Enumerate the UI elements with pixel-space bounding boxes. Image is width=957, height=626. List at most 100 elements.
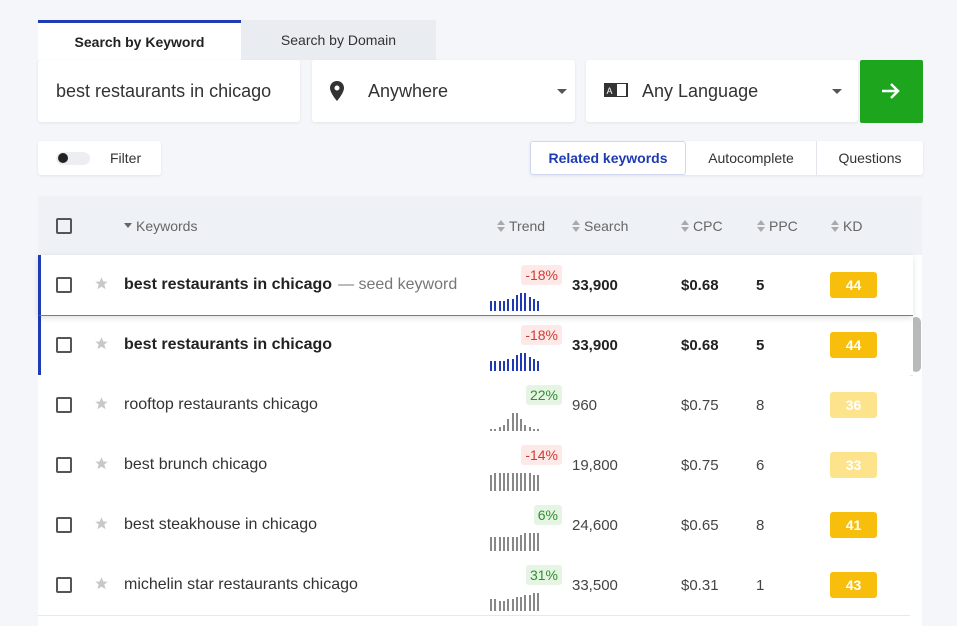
column-header[interactable]: KD bbox=[831, 196, 862, 255]
spark-bar bbox=[524, 473, 527, 491]
language-text: Any Language bbox=[642, 80, 759, 101]
row-checkbox[interactable] bbox=[56, 577, 72, 593]
keyword[interactable]: rooftop restaurants chicago bbox=[124, 396, 318, 413]
spark-bar bbox=[524, 533, 527, 551]
column-label: KD bbox=[843, 217, 863, 234]
spark-bar bbox=[502, 361, 505, 371]
scrollbar-thumb[interactable] bbox=[911, 317, 921, 372]
spark-bar bbox=[507, 473, 510, 491]
row-checkbox[interactable] bbox=[56, 337, 72, 353]
sparkline bbox=[490, 531, 542, 551]
spark-bar bbox=[537, 533, 540, 551]
keyword[interactable]: best restaurants in chicago bbox=[124, 336, 333, 353]
spark-bar bbox=[502, 473, 505, 491]
spark-bar bbox=[498, 601, 501, 611]
spark-bar bbox=[515, 473, 518, 491]
keyword-cell: best steakhouse in chicago bbox=[124, 495, 317, 555]
location-text: Anywhere bbox=[368, 80, 449, 101]
filter-toggle[interactable]: Filter bbox=[38, 141, 161, 175]
search-button[interactable] bbox=[860, 60, 923, 123]
star[interactable] bbox=[94, 336, 109, 356]
select-all[interactable] bbox=[56, 218, 72, 234]
query-text: best restaurants in chicago bbox=[56, 80, 272, 101]
trend-badge: 6% bbox=[533, 505, 562, 525]
star[interactable] bbox=[94, 576, 109, 596]
arrow-icon bbox=[882, 83, 900, 99]
trend-badge: -18% bbox=[521, 325, 562, 345]
caret bbox=[832, 89, 842, 94]
column-header[interactable]: Trend bbox=[497, 196, 545, 255]
query-input[interactable]: best restaurants in chicago bbox=[38, 60, 300, 122]
keyword[interactable]: michelin star restaurants chicago bbox=[124, 576, 358, 593]
ppc: 6 bbox=[756, 456, 765, 474]
spark-bar bbox=[524, 425, 527, 431]
spark-bar bbox=[533, 533, 535, 551]
spark-bar bbox=[507, 299, 510, 311]
row-checkbox[interactable] bbox=[56, 457, 72, 473]
view-autocomplete[interactable]: Autocomplete bbox=[686, 141, 817, 175]
filter-label: Filter bbox=[110, 150, 142, 166]
trend-badge: -14% bbox=[521, 445, 562, 465]
column-header[interactable]: Keywords bbox=[124, 196, 197, 255]
spark-bar bbox=[533, 299, 535, 311]
toggle-track bbox=[56, 152, 90, 165]
spark-bar bbox=[494, 429, 497, 431]
column-label: Search bbox=[584, 217, 629, 234]
language-select[interactable]: A Any Language bbox=[586, 60, 858, 122]
spark-bar bbox=[528, 533, 531, 551]
keyword[interactable]: best restaurants in chicago bbox=[124, 276, 333, 293]
star[interactable] bbox=[94, 516, 109, 536]
spark-bar bbox=[515, 295, 518, 311]
spark-bar bbox=[507, 359, 510, 371]
keyword[interactable]: best brunch chicago bbox=[124, 456, 268, 473]
view-questions[interactable]: Questions bbox=[838, 150, 902, 166]
tab-domain[interactable]: Search by Domain bbox=[241, 20, 436, 60]
keyword[interactable]: best steakhouse in chicago bbox=[124, 516, 318, 533]
sparkline bbox=[490, 471, 542, 491]
spark-bar bbox=[494, 301, 497, 311]
spark-bar bbox=[528, 297, 531, 311]
spark-bar bbox=[494, 537, 497, 551]
cpc: $0.31 bbox=[681, 576, 719, 594]
cpc: $0.75 bbox=[681, 396, 719, 414]
spark-bar bbox=[537, 361, 540, 371]
spark-bar bbox=[528, 357, 531, 371]
column-header[interactable]: Search bbox=[572, 196, 628, 255]
spark-bar bbox=[511, 537, 514, 551]
spark-bar bbox=[533, 429, 535, 431]
view-related[interactable]: Related keywords bbox=[530, 141, 686, 175]
star[interactable] bbox=[94, 396, 109, 416]
star[interactable] bbox=[94, 276, 109, 296]
spark-bar bbox=[520, 353, 523, 371]
spark-bar bbox=[528, 473, 531, 491]
keyword-cell: rooftop restaurants chicago bbox=[124, 375, 318, 435]
spark-bar bbox=[520, 597, 523, 611]
location-select[interactable]: Anywhere bbox=[312, 60, 575, 122]
spark-bar bbox=[490, 429, 492, 431]
star[interactable] bbox=[94, 456, 109, 476]
row-checkbox[interactable] bbox=[56, 397, 72, 413]
spark-bar bbox=[498, 301, 501, 311]
search-volume: 960 bbox=[572, 396, 598, 414]
spark-bar bbox=[511, 359, 514, 371]
sparkline bbox=[490, 351, 542, 371]
tab-keyword[interactable]: Search by Keyword bbox=[38, 20, 241, 60]
row-checkbox[interactable] bbox=[56, 517, 72, 533]
spark-bar bbox=[520, 293, 523, 311]
spark-bar bbox=[498, 361, 501, 371]
trend-badge: 22% bbox=[525, 385, 562, 405]
column-label: Trend bbox=[509, 217, 546, 234]
column-header[interactable]: CPC bbox=[681, 196, 723, 255]
trend-badge: 31% bbox=[525, 565, 562, 585]
sparkline bbox=[490, 591, 542, 611]
spark-bar bbox=[502, 537, 505, 551]
spark-bar bbox=[511, 599, 514, 611]
search-volume: 24,600 bbox=[572, 516, 618, 534]
spark-bar bbox=[494, 473, 497, 491]
column-header[interactable]: PPC bbox=[757, 196, 798, 255]
keyword-row: best restaurants in chicago -18% 33,900 $0.… bbox=[38, 315, 913, 376]
row-checkbox[interactable] bbox=[56, 277, 72, 293]
ppc: 5 bbox=[756, 276, 765, 294]
spark-bar bbox=[498, 473, 501, 491]
